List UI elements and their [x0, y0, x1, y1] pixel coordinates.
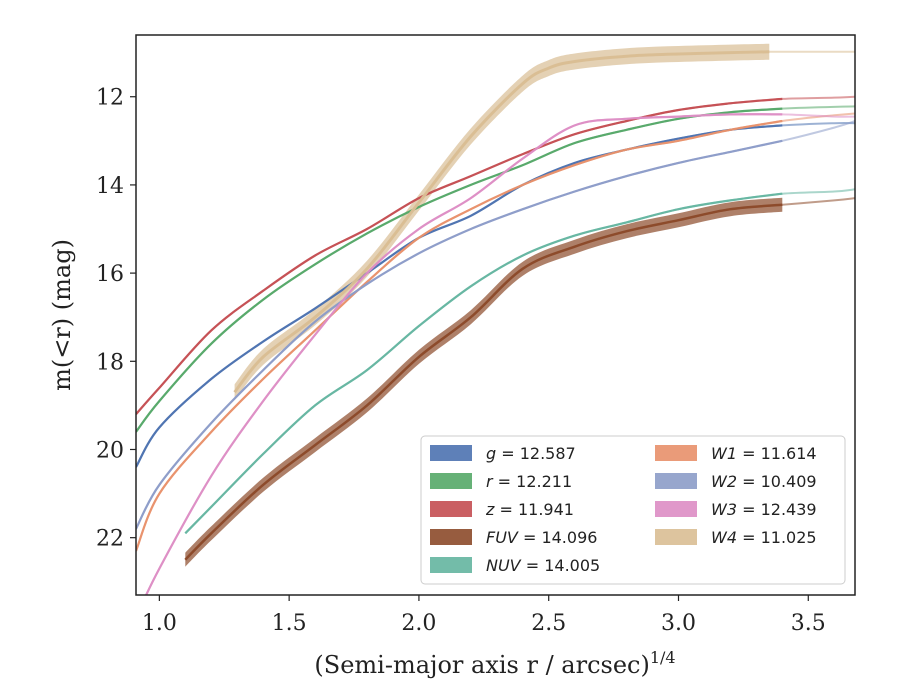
legend-label-w4: W4 = 11.025	[711, 528, 817, 547]
legend-swatch-nuv	[430, 557, 472, 573]
legend-swatch-fuv	[430, 529, 472, 545]
legend-swatch-r	[430, 473, 472, 489]
series-core-fuv	[184, 203, 783, 561]
y-tick-label: 16	[96, 262, 124, 287]
y-axis-label: m(<r) (mag)	[48, 239, 76, 391]
x-tick-label: 3.0	[661, 611, 696, 636]
x-tick-label: 3.5	[791, 611, 826, 636]
y-tick-label: 22	[96, 527, 124, 552]
x-tick-label: 1.5	[272, 611, 307, 636]
legend-label-z: z = 11.941	[485, 500, 574, 519]
series-core-r	[136, 107, 783, 433]
legend-swatch-g	[430, 445, 472, 461]
legend-swatch-z	[430, 501, 472, 517]
legend-label-w1: W1 = 11.614	[711, 444, 817, 463]
legend-label-nuv: NUV = 14.005	[486, 556, 600, 575]
legend-label-g: g = 12.587	[486, 444, 576, 463]
x-axis-ticks: 1.0 1.5 2.0 2.5 3.0 3.5	[142, 595, 826, 636]
series-lines	[136, 50, 855, 595]
series-core-w3	[144, 113, 783, 595]
y-axis-ticks: 12 14 16 18 20 22	[96, 86, 136, 552]
series-core-nuv	[184, 192, 783, 535]
y-tick-label: 12	[96, 86, 124, 111]
series-core-w2	[136, 139, 783, 530]
legend-swatch-w4	[655, 529, 697, 545]
legend: g = 12.587 r = 12.211 z = 11.941 FUV = 14.0…	[420, 435, 846, 585]
x-tick-label: 2.0	[401, 611, 436, 636]
legend-swatch-w1	[655, 445, 697, 461]
y-tick-label: 18	[96, 350, 124, 375]
legend-frame	[420, 435, 846, 585]
series-core-w4	[233, 50, 770, 394]
x-axis-label: (Semi-major axis r / arcsec)1/4	[314, 648, 675, 679]
x-tick-label: 1.0	[142, 611, 177, 636]
y-tick-label: 14	[96, 174, 124, 199]
series-core-z	[136, 97, 783, 415]
x-axis-label-text: (Semi-major axis r / arcsec)	[314, 651, 649, 679]
plot-frame	[135, 34, 856, 596]
x-tick-label: 2.5	[531, 611, 566, 636]
y-tick-label: 20	[96, 438, 124, 463]
series-core-g	[136, 124, 783, 468]
x-axis-label-exponent: 1/4	[650, 648, 676, 667]
legend-label-w2: W2 = 10.409	[711, 472, 817, 491]
series-core-w1	[136, 119, 783, 552]
legend-label-fuv: FUV = 14.096	[486, 528, 597, 547]
legend-label-w3: W3 = 12.439	[711, 500, 817, 519]
legend-swatch-w2	[655, 473, 697, 489]
legend-label-r: r = 12.211	[486, 472, 572, 491]
legend-swatch-w3	[655, 501, 697, 517]
